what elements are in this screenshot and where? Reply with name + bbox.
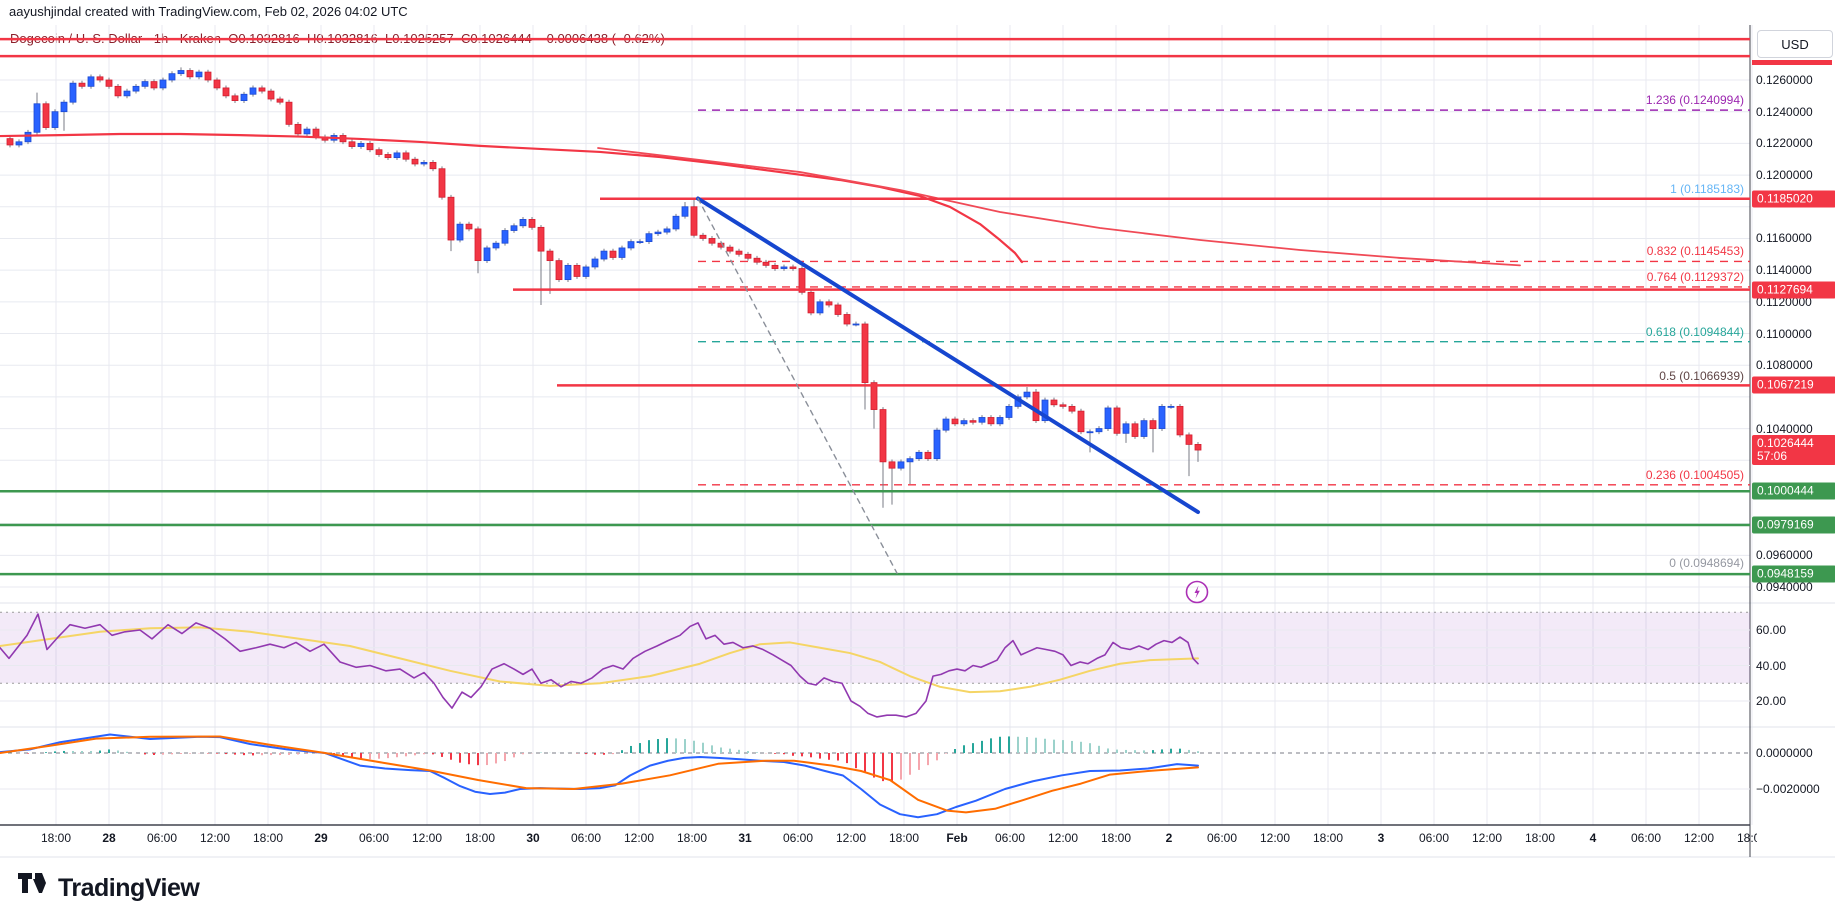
time-axis-label: 06:00 (358, 831, 390, 845)
price-axis-label: 0.1040000 (1756, 421, 1813, 436)
current-price-badge[interactable]: 0.1026444 57:06 (1752, 435, 1835, 466)
price-axis-label: 0.0960000 (1756, 548, 1813, 563)
time-axis-label: 06:00 (1418, 831, 1450, 845)
time-axis-label: 06:00 (994, 831, 1026, 845)
fib-level-label[interactable]: 0 (0.0948694) (1669, 556, 1744, 571)
tradingview-brand-text: TradingView (58, 874, 200, 902)
time-axis-label: 3 (1377, 831, 1385, 845)
rsi-axis-label: 20.00 (1756, 694, 1787, 708)
price-alert-badge[interactable]: 0.1067219 (1752, 376, 1835, 394)
axis-line-marker (1752, 60, 1832, 65)
time-axis-label: 06:00 (146, 831, 178, 845)
fib-level-label[interactable]: 0.618 (0.1094844) (1645, 324, 1744, 339)
time-axis-label: 12:00 (199, 831, 231, 845)
time-axis[interactable]: 18:00 28 06:00 12:00 18:00 29 06:00 12:00 18:00 3… (0, 0, 1757, 860)
time-axis-label: 2 (1165, 831, 1173, 845)
time-axis-label: 29 (314, 831, 328, 845)
price-axis-label: 0.1140000 (1756, 263, 1812, 278)
time-axis-label: 18:00 (1312, 831, 1344, 845)
fib-level-label[interactable]: 0.236 (0.1004505) (1645, 467, 1744, 482)
tradingview-footer-logo[interactable]: TradingView (18, 873, 200, 904)
price-axis-label: 0.1100000 (1756, 326, 1812, 341)
attribution-text: aayushjindal created with TradingView.co… (9, 4, 408, 19)
fib-level-label[interactable]: 1.236 (0.1240994) (1645, 93, 1744, 108)
currency-toggle-button[interactable]: USD (1757, 30, 1833, 58)
price-axis-label: 0.1260000 (1756, 73, 1813, 87)
price-axis-label: 0.1200000 (1756, 168, 1813, 183)
price-axis-label: 0.1240000 (1756, 104, 1813, 119)
macd-axis-label: 0.0000000 (1756, 746, 1813, 760)
candle-countdown: 57:06 (1757, 449, 1788, 464)
price-axis-label: 0.1220000 (1756, 136, 1813, 151)
time-axis-label: 18:00 (1100, 831, 1132, 845)
flash-icon[interactable] (1184, 579, 1210, 605)
time-axis-label: 18:00 (252, 831, 284, 845)
time-axis-label: 30 (526, 831, 540, 845)
time-axis-label: 12:00 (1047, 831, 1079, 845)
time-axis-label: 06:00 (1630, 831, 1662, 845)
price-alert-badge[interactable]: 0.1185020 (1752, 190, 1835, 208)
time-axis-label: 06:00 (570, 831, 602, 845)
time-axis-label: 4 (1589, 831, 1597, 845)
time-axis-label: 06:00 (782, 831, 814, 845)
time-axis-label: 12:00 (1259, 831, 1291, 845)
tradingview-logo-icon (18, 873, 48, 904)
time-axis-label: 18:00 (464, 831, 496, 845)
price-axis-label: 0.1080000 (1756, 358, 1813, 373)
time-axis-label: 12:00 (1683, 831, 1715, 845)
support-price-badge[interactable]: 0.1000444 (1752, 482, 1835, 500)
rsi-axis-label: 40.00 (1756, 658, 1787, 673)
time-axis-label: 18:00 (1524, 831, 1556, 845)
price-alert-badge[interactable]: 0.1127694 (1752, 281, 1835, 299)
macd-axis-label: −0.0020000 (1756, 782, 1820, 796)
support-price-badge[interactable]: 0.0948159 (1752, 565, 1835, 583)
time-axis-label: 12:00 (835, 831, 867, 845)
time-axis-label: 28 (102, 831, 116, 845)
fib-level-label[interactable]: 0.764 (0.1129372) (1646, 269, 1744, 284)
time-axis-label: Feb (946, 831, 968, 845)
price-axis-label: 0.1160000 (1756, 231, 1812, 246)
fib-level-label[interactable]: 0.832 (0.1145453) (1646, 244, 1744, 259)
fib-level-label[interactable]: 1 (0.1185183) (1670, 181, 1744, 196)
time-axis-label: 31 (738, 831, 752, 845)
time-axis-label: 12:00 (1471, 831, 1503, 845)
time-axis-label: 18:00 (1736, 831, 1757, 845)
time-axis-label: 12:00 (623, 831, 655, 845)
rsi-axis-label: 60.00 (1756, 623, 1787, 637)
time-axis-label: 06:00 (1206, 831, 1238, 845)
time-axis-label: 18:00 (676, 831, 708, 845)
time-axis-label: 18:00 (888, 831, 920, 845)
support-price-badge[interactable]: 0.0979169 (1752, 516, 1835, 534)
time-axis-label: 12:00 (411, 831, 443, 845)
fib-level-label[interactable]: 0.5 (0.1066939) (1659, 368, 1744, 383)
time-axis-label: 18:00 (40, 831, 72, 845)
